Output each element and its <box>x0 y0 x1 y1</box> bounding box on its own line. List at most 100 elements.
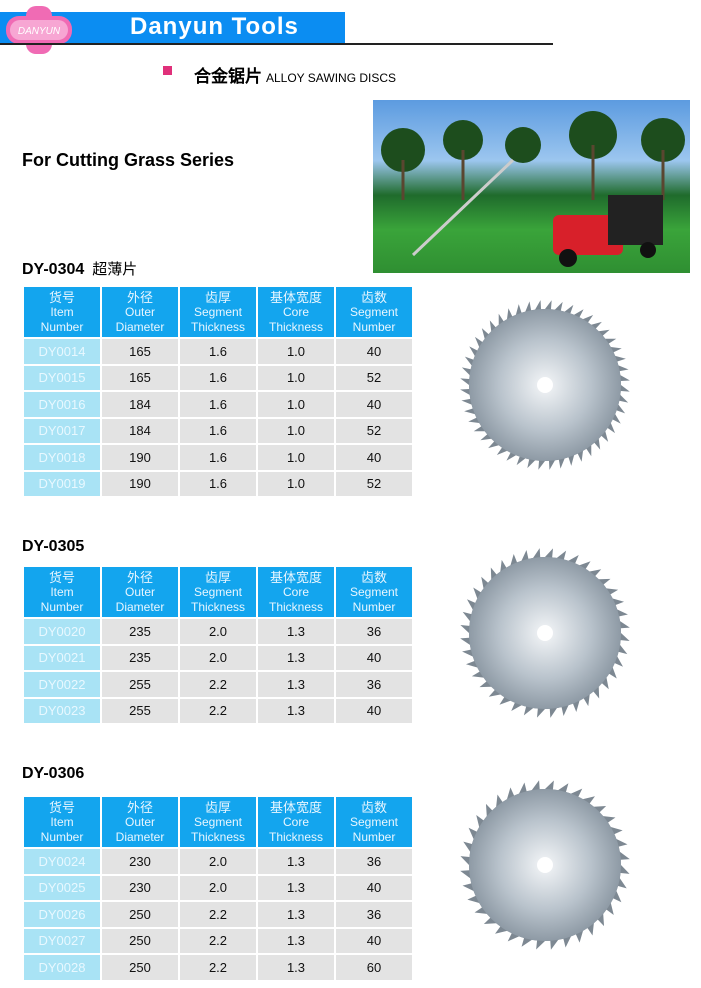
cell: 36 <box>336 902 412 927</box>
cell: 235 <box>102 645 178 670</box>
column-cn: 齿厚 <box>204 569 231 585</box>
spec-table: 货号 Item Number 外径 Outer Diameter 齿厚 Segment Thic… <box>22 565 414 725</box>
table-row: DY0027 250 2.2 1.3 40 <box>24 928 412 953</box>
cell: 250 <box>102 955 178 980</box>
cell: 2.0 <box>180 619 256 644</box>
cell: 1.0 <box>258 418 334 443</box>
table-row: DY0014 165 1.6 1.0 40 <box>24 339 412 364</box>
cell: 1.3 <box>258 849 334 874</box>
model-note: 超薄片 <box>92 261 138 278</box>
cell: 1.0 <box>258 445 334 470</box>
column-cn: 齿数 <box>360 799 387 815</box>
cell: 1.3 <box>258 698 334 723</box>
cell: 255 <box>102 672 178 697</box>
cell: 40 <box>336 698 412 723</box>
cell: 1.6 <box>180 418 256 443</box>
cell: 40 <box>336 339 412 364</box>
saw-blade-image-dy0305 <box>460 548 630 718</box>
cell: 1.0 <box>258 392 334 417</box>
cell: 165 <box>102 365 178 390</box>
cell: 2.0 <box>180 849 256 874</box>
column-en: Segment <box>349 814 399 829</box>
cell: 52 <box>336 471 412 496</box>
lawn-mower-photo <box>373 100 690 273</box>
item-number: DY0015 <box>24 365 100 390</box>
cell: 1.3 <box>258 619 334 644</box>
danyun-logo: DANYUN <box>6 6 72 54</box>
table-row: DY0024 230 2.0 1.3 36 <box>24 849 412 874</box>
column-en: Diameter <box>115 599 165 614</box>
column-cn: 货号 <box>48 569 75 585</box>
column-en: Core <box>282 814 309 829</box>
model-name: DY-0306 <box>22 765 85 782</box>
model-name: DY-0304 <box>22 261 85 278</box>
column-cn: 外径 <box>126 569 153 585</box>
column-cn: 齿数 <box>360 289 387 305</box>
item-number: DY0022 <box>24 672 100 697</box>
model-heading: DY-0305 <box>22 538 92 556</box>
column-en: Outer <box>124 304 155 319</box>
table-row: DY0023 255 2.2 1.3 40 <box>24 698 412 723</box>
cell: 230 <box>102 875 178 900</box>
bullet-square <box>163 66 172 75</box>
column-header: 基体宽度 Core Thickness <box>258 797 334 847</box>
column-en: Number <box>40 829 84 844</box>
column-en: Number <box>352 829 396 844</box>
saw-blade-image-dy0306 <box>460 780 630 950</box>
item-number: DY0016 <box>24 392 100 417</box>
table-row: DY0028 250 2.2 1.3 60 <box>24 955 412 980</box>
cell: 1.6 <box>180 445 256 470</box>
column-header: 基体宽度 Core Thickness <box>258 287 334 337</box>
model-heading: DY-0304 超薄片 <box>22 258 137 279</box>
model-heading: DY-0306 <box>22 765 92 783</box>
cell: 52 <box>336 365 412 390</box>
cell: 190 <box>102 445 178 470</box>
column-en: Thickness <box>190 599 246 614</box>
column-en: Segment <box>193 584 243 599</box>
table-header: 货号 Item Number 外径 Outer Diameter 齿厚 Segment Thic… <box>24 797 412 847</box>
table-header: 货号 Item Number 外径 Outer Diameter 齿厚 Segment Thic… <box>24 567 412 617</box>
cell: 165 <box>102 339 178 364</box>
cell: 255 <box>102 698 178 723</box>
item-number: DY0027 <box>24 928 100 953</box>
cell: 1.3 <box>258 645 334 670</box>
table-row: DY0022 255 2.2 1.3 36 <box>24 672 412 697</box>
column-header: 齿厚 Segment Thickness <box>180 567 256 617</box>
item-number: DY0021 <box>24 645 100 670</box>
column-header: 货号 Item Number <box>24 287 100 337</box>
column-en: Segment <box>193 304 243 319</box>
column-en: Thickness <box>190 829 246 844</box>
column-en: Number <box>40 319 84 334</box>
item-number: DY0014 <box>24 339 100 364</box>
column-header: 齿数 Segment Number <box>336 567 412 617</box>
cell: 184 <box>102 418 178 443</box>
column-cn: 齿数 <box>360 569 387 585</box>
column-en: Segment <box>193 814 243 829</box>
column-cn: 齿厚 <box>204 799 231 815</box>
column-en: Thickness <box>190 319 246 334</box>
item-number: DY0025 <box>24 875 100 900</box>
column-en: Thickness <box>268 319 324 334</box>
column-en: Number <box>40 599 84 614</box>
column-en: Core <box>282 584 309 599</box>
saw-blade-image-dy0304 <box>460 300 630 470</box>
cell: 36 <box>336 849 412 874</box>
cell: 250 <box>102 902 178 927</box>
header-divider <box>0 43 553 45</box>
column-header: 齿厚 Segment Thickness <box>180 287 256 337</box>
table-row: DY0021 235 2.0 1.3 40 <box>24 645 412 670</box>
item-number: DY0019 <box>24 471 100 496</box>
cell: 2.0 <box>180 645 256 670</box>
column-cn: 基体宽度 <box>269 799 322 815</box>
cell: 190 <box>102 471 178 496</box>
cell: 40 <box>336 645 412 670</box>
column-en: Item <box>50 304 74 319</box>
table-row: DY0017 184 1.6 1.0 52 <box>24 418 412 443</box>
column-header: 齿数 Segment Number <box>336 287 412 337</box>
column-en: Diameter <box>115 829 165 844</box>
cell: 250 <box>102 928 178 953</box>
table-row: DY0016 184 1.6 1.0 40 <box>24 392 412 417</box>
item-number: DY0023 <box>24 698 100 723</box>
column-en: Core <box>282 304 309 319</box>
